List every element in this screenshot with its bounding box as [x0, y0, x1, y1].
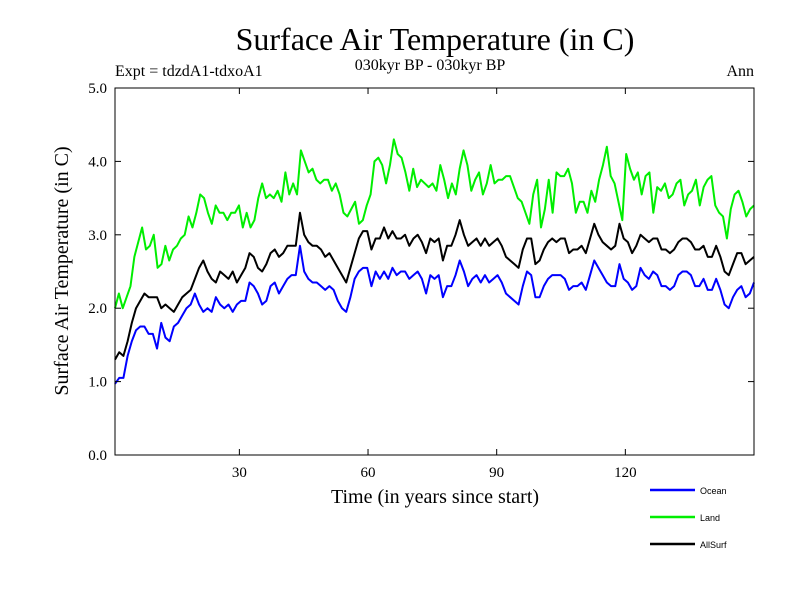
expt-label: Expt = tdzdA1-tdxoA1	[115, 63, 263, 80]
y-tick-label: 0.0	[88, 448, 107, 464]
period-label: Ann	[726, 63, 754, 80]
x-tick-label: 60	[361, 465, 376, 481]
series-line-land	[114, 138, 755, 310]
legend-label-ocean: Ocean	[700, 486, 727, 496]
series-line-allsurf	[114, 211, 755, 361]
series-line-ocean	[114, 244, 755, 385]
y-tick-label: 3.0	[88, 228, 107, 244]
y-tick-label: 1.0	[88, 375, 107, 391]
chart-subtitle: 030kyr BP - 030kyr BP	[355, 57, 506, 74]
y-tick-label: 4.0	[88, 154, 107, 170]
y-tick-label: 5.0	[88, 81, 107, 97]
y-tick-label: 2.0	[88, 301, 107, 317]
legend-label-land: Land	[700, 513, 720, 523]
x-axis-label: Time (in years since start)	[331, 486, 539, 508]
x-tick-label: 120	[614, 465, 637, 481]
axis-layer: 30 60 90 120 0.0 1.0 2.0 3.0 4.0 5.0	[88, 81, 754, 481]
y-axis-label: Surface Air Temperature (in C)	[51, 146, 73, 395]
legend-label-allsurf: AllSurf	[700, 540, 727, 550]
x-tick-label: 90	[489, 465, 504, 481]
chart-title: Surface Air Temperature (in C)	[236, 21, 635, 57]
x-tick-label: 30	[232, 465, 247, 481]
plot-frame	[114, 87, 755, 456]
legend: Ocean Land AllSurf	[650, 486, 727, 550]
series-layer	[114, 138, 755, 385]
